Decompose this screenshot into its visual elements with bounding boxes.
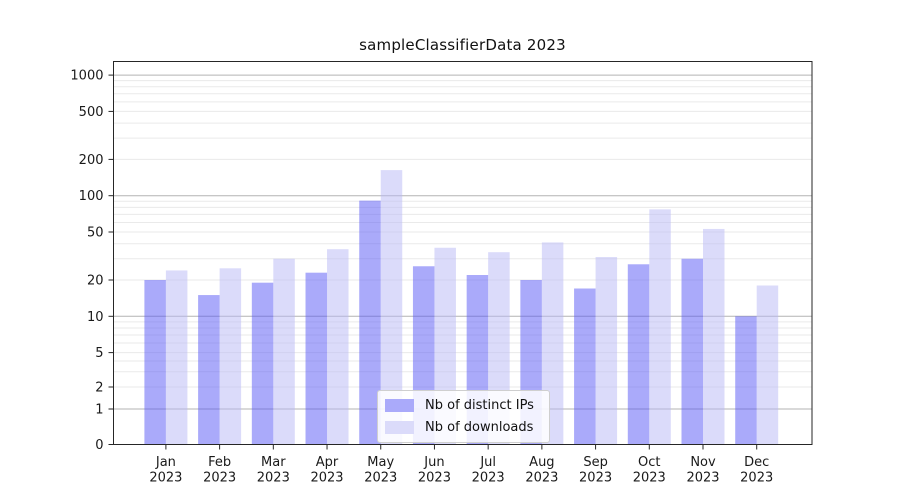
- chart-title: sampleClassifierData 2023: [359, 36, 566, 54]
- bar-distinct-ips: [735, 316, 757, 445]
- x-tick-label-year: 2023: [686, 471, 719, 486]
- bar-distinct-ips: [251, 282, 274, 445]
- y-tick-label: 1000: [70, 69, 103, 84]
- x-tick-label-year: 2023: [472, 471, 505, 486]
- x-tick-label-year: 2023: [257, 471, 290, 486]
- y-tick-label: 1: [95, 403, 103, 418]
- y-tick-label: 50: [87, 226, 104, 241]
- legend-label-distinct-ips: Nb of distinct IPs: [425, 398, 534, 413]
- legend-swatch-distinct-ips: [385, 399, 414, 412]
- bar-downloads: [380, 170, 403, 445]
- bar-downloads: [273, 258, 295, 445]
- y-tick-label: 5: [95, 346, 103, 361]
- legend-swatch-downloads: [385, 421, 414, 434]
- x-tick-label-month: Jul: [479, 455, 496, 470]
- x-tick-label-year: 2023: [310, 471, 343, 486]
- x-tick-label-year: 2023: [203, 471, 236, 486]
- bar-downloads: [165, 270, 188, 445]
- y-tick-label: 100: [79, 189, 104, 204]
- x-tick-label-month: Jun: [423, 455, 444, 470]
- y-tick-label: 0: [95, 438, 103, 453]
- bar-distinct-ips: [681, 258, 703, 445]
- x-tick-label-year: 2023: [633, 471, 666, 486]
- bar-downloads: [703, 228, 725, 445]
- x-tick-label-month: Aug: [529, 455, 554, 470]
- bar-distinct-ips: [574, 288, 596, 445]
- x-tick-label-month: Mar: [261, 455, 286, 470]
- y-tick-label: 500: [79, 105, 104, 120]
- y-tick-label: 2: [95, 381, 103, 396]
- bar-distinct-ips: [359, 200, 381, 445]
- bar-downloads: [219, 268, 242, 445]
- bar-distinct-ips: [305, 272, 328, 445]
- x-tick-label-year: 2023: [364, 471, 397, 486]
- bar-distinct-ips: [627, 264, 650, 445]
- bar-downloads: [756, 285, 779, 445]
- y-tick-label: 20: [87, 273, 104, 288]
- x-tick-label-year: 2023: [579, 471, 612, 486]
- x-tick-label-year: 2023: [740, 471, 773, 486]
- axis-frame: [113, 61, 813, 445]
- legend-item-distinct-ips: Nb of distinct IPs: [385, 398, 541, 413]
- x-tick-label-month: Feb: [208, 455, 231, 470]
- x-tick-label-year: 2023: [149, 471, 182, 486]
- y-tick-label: 200: [79, 153, 104, 168]
- x-tick-label-month: Sep: [583, 455, 608, 470]
- legend-item-downloads: Nb of downloads: [385, 420, 541, 435]
- x-tick-label-month: May: [367, 455, 394, 470]
- x-tick-label-month: Apr: [316, 455, 339, 470]
- x-tick-label-month: Oct: [638, 455, 660, 470]
- legend-label-downloads: Nb of downloads: [425, 420, 534, 435]
- x-tick-label-month: Nov: [690, 455, 716, 470]
- x-tick-label-year: 2023: [525, 471, 558, 486]
- x-tick-label-year: 2023: [418, 471, 451, 486]
- bar-downloads: [327, 249, 349, 445]
- bar-distinct-ips: [144, 279, 166, 445]
- bar-downloads: [595, 257, 618, 445]
- bar-distinct-ips: [198, 295, 220, 445]
- y-tick-label: 10: [87, 310, 104, 325]
- bar-downloads: [649, 209, 671, 445]
- x-tick-label-month: Jan: [155, 455, 176, 470]
- legend: Nb of distinct IPs Nb of downloads: [377, 390, 550, 443]
- x-tick-label-month: Dec: [744, 455, 769, 470]
